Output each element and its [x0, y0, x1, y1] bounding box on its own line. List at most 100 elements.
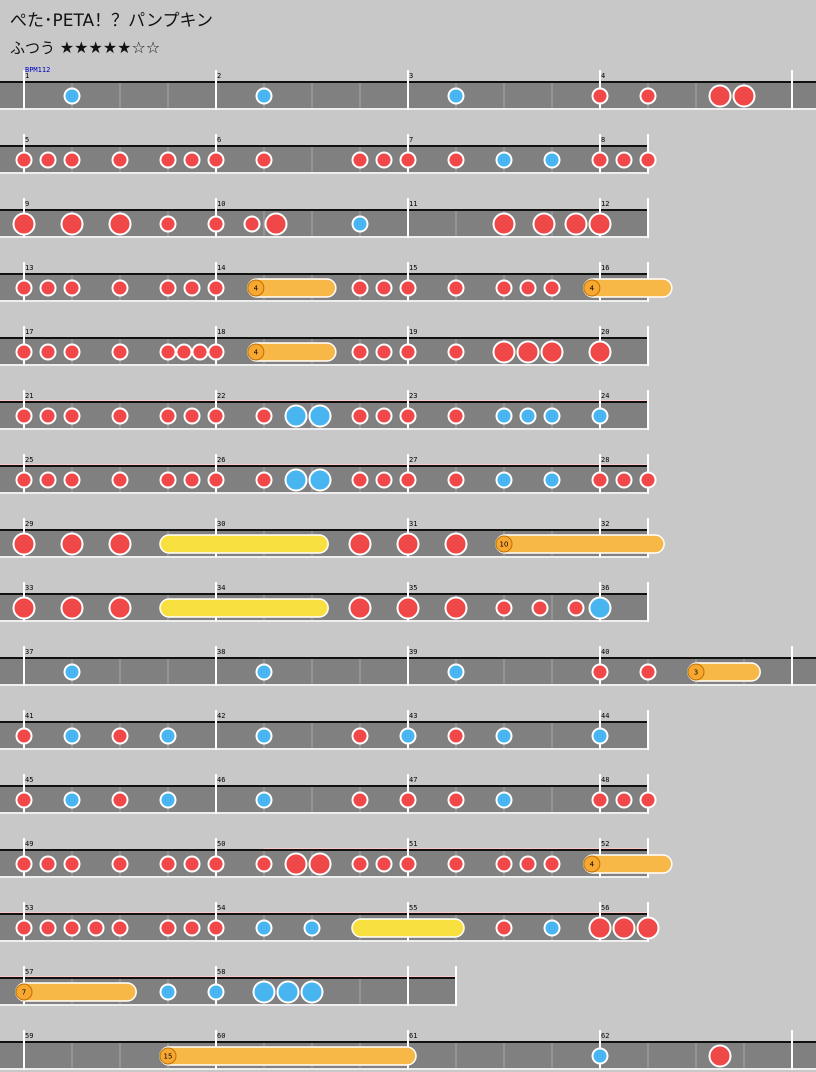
measure-number: 16	[601, 264, 609, 272]
don-note	[15, 407, 33, 425]
don-note	[447, 855, 465, 873]
measure-bar	[407, 966, 409, 1006]
don-note	[591, 151, 609, 169]
ka-note	[159, 983, 177, 1001]
don-note	[351, 471, 369, 489]
don-note	[399, 407, 417, 425]
don-note	[183, 471, 201, 489]
beat-line	[311, 787, 313, 812]
measure-number: 28	[601, 456, 609, 464]
don-note	[447, 343, 465, 361]
lane-border-bottom	[0, 364, 648, 366]
don-big-note	[284, 852, 308, 876]
don-big-note	[108, 532, 132, 556]
don-note	[183, 407, 201, 425]
don-note	[495, 919, 513, 937]
beat-line	[647, 1043, 649, 1068]
lane	[0, 786, 648, 814]
measure-bar	[215, 710, 217, 750]
beat-line	[71, 1043, 73, 1068]
don-big-note	[12, 596, 36, 620]
beat-line	[455, 1043, 457, 1068]
don-big-note	[308, 852, 332, 876]
measure-number: 37	[25, 648, 33, 656]
measure-number: 8	[601, 136, 605, 144]
don-note	[639, 471, 657, 489]
measure-number: 24	[601, 392, 609, 400]
don-note	[495, 279, 513, 297]
don-big-note	[60, 212, 84, 236]
don-note	[615, 151, 633, 169]
don-note	[111, 919, 129, 937]
beat-line	[311, 211, 313, 236]
beat-line	[551, 595, 553, 620]
measure-number: 42	[217, 712, 225, 720]
measure-number: 19	[409, 328, 417, 336]
don-note	[15, 471, 33, 489]
don-big-note	[708, 1044, 732, 1068]
don-note	[111, 151, 129, 169]
ka-note	[543, 919, 561, 937]
measure-bar	[23, 646, 25, 686]
don-note	[15, 151, 33, 169]
measure-bar	[407, 198, 409, 238]
lane-border-bottom	[0, 812, 648, 814]
beat-line	[359, 979, 361, 1004]
don-big-note	[348, 596, 372, 620]
measure-number: 35	[409, 584, 417, 592]
beat-line	[695, 1043, 697, 1068]
don-note	[447, 727, 465, 745]
balloon-note	[159, 534, 329, 554]
measure-number: 62	[601, 1032, 609, 1040]
measure-bar	[791, 646, 793, 686]
beat-line	[119, 659, 121, 684]
don-note	[39, 343, 57, 361]
lane-border-top	[0, 721, 648, 723]
lane	[0, 722, 648, 750]
lane-border-top	[0, 337, 648, 339]
don-note	[591, 471, 609, 489]
don-note	[447, 791, 465, 809]
don-big-note	[612, 916, 636, 940]
measure-bar	[215, 774, 217, 814]
don-big-note	[540, 340, 564, 364]
lane-border-top	[0, 401, 648, 403]
beat-line	[359, 659, 361, 684]
ka-big-note	[252, 980, 276, 1004]
measure-number: 20	[601, 328, 609, 336]
don-note	[39, 407, 57, 425]
balloon-count: 7	[22, 989, 26, 997]
don-note	[15, 279, 33, 297]
don-big-note	[708, 84, 732, 108]
measure-number: 48	[601, 776, 609, 784]
beat-line	[503, 1043, 505, 1068]
ka-big-note	[588, 596, 612, 620]
don-note	[159, 151, 177, 169]
don-note	[375, 279, 393, 297]
measure-number: 21	[25, 392, 33, 400]
don-note	[375, 343, 393, 361]
ka-big-note	[308, 468, 332, 492]
don-big-note	[108, 596, 132, 620]
measure-number: 32	[601, 520, 609, 528]
ka-note	[447, 87, 465, 105]
measure-number: 49	[25, 840, 33, 848]
ka-note	[591, 727, 609, 745]
don-note	[543, 855, 561, 873]
lane-border-bottom	[0, 748, 648, 750]
lane-border-top	[0, 977, 456, 979]
ka-note	[519, 407, 537, 425]
lane-border-bottom	[0, 172, 648, 174]
don-note	[183, 151, 201, 169]
beat-line	[455, 211, 457, 236]
don-note	[399, 279, 417, 297]
drumroll-note	[159, 1046, 417, 1066]
beat-line	[503, 659, 505, 684]
don-note	[399, 343, 417, 361]
balloon-head	[583, 279, 601, 297]
don-big-note	[12, 532, 36, 556]
don-note	[39, 855, 57, 873]
don-note	[183, 855, 201, 873]
lane-border-top	[0, 209, 648, 211]
